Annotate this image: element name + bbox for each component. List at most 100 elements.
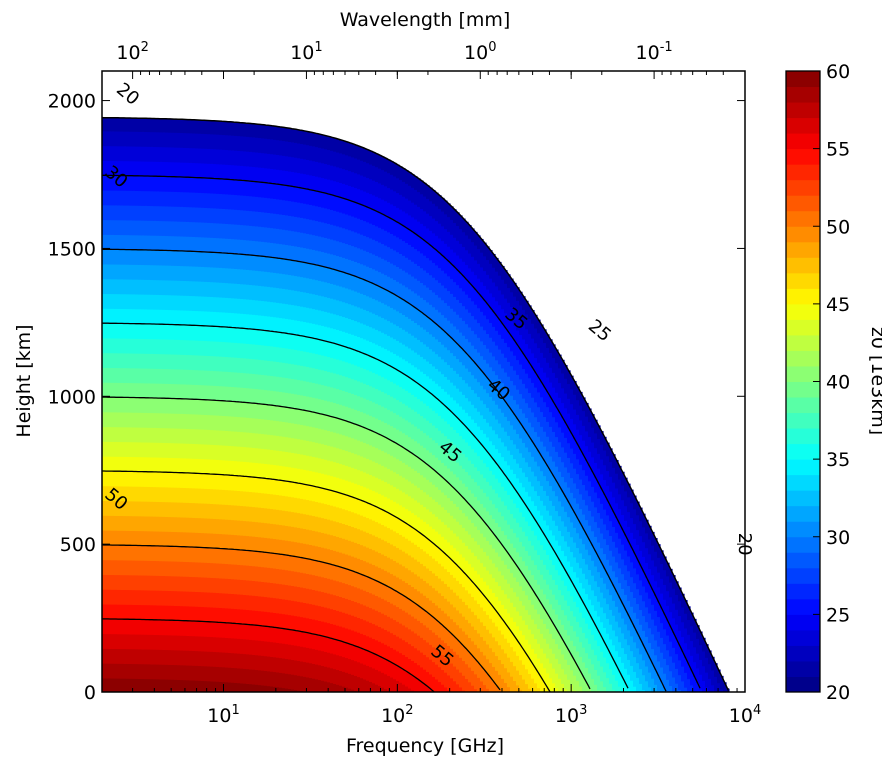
field-band: [189, 606, 193, 622]
field-band: [231, 637, 235, 654]
field-band: [108, 190, 112, 206]
field-band: [318, 354, 322, 370]
field-band: [420, 223, 424, 239]
field-band: [423, 462, 427, 478]
field-band: [489, 307, 493, 323]
field-band: [138, 249, 142, 265]
field-band: [276, 524, 280, 540]
field-band: [183, 531, 187, 548]
field-band: [222, 489, 226, 505]
field-band: [429, 348, 433, 364]
field-band: [189, 384, 193, 400]
field-band: [234, 490, 238, 506]
field-band: [171, 501, 175, 518]
field-band: [312, 471, 316, 487]
field-band: [342, 331, 346, 347]
field-band: [234, 682, 238, 692]
field-band: [456, 595, 460, 611]
field-band: [261, 256, 265, 272]
field-band: [219, 178, 223, 195]
field-band: [405, 360, 409, 377]
field-band: [264, 330, 268, 346]
field-band: [174, 605, 178, 621]
field-band: [117, 338, 121, 354]
field-band: [357, 277, 361, 293]
field-band: [393, 397, 397, 414]
field-band: [477, 322, 481, 338]
field-band: [180, 369, 184, 385]
field-band: [234, 224, 238, 240]
field-band: [228, 164, 232, 180]
field-band: [390, 307, 394, 323]
field-band: [237, 668, 241, 684]
field-band: [192, 147, 196, 164]
field-band: [393, 501, 397, 517]
field-band: [342, 360, 346, 377]
field-band: [306, 484, 310, 501]
field-band: [132, 279, 136, 295]
field-band: [249, 462, 253, 478]
field-band: [225, 297, 229, 313]
field-band: [291, 422, 295, 439]
field-band: [339, 626, 343, 642]
field-band: [192, 236, 196, 252]
field-band: [273, 287, 277, 303]
field-band: [159, 235, 163, 251]
field-band: [168, 620, 172, 636]
field-band: [309, 618, 313, 634]
field-band: [129, 367, 133, 384]
field-band: [483, 285, 487, 301]
field-band: [129, 530, 133, 546]
field-band: [342, 434, 346, 451]
field-band: [261, 433, 265, 449]
field-band: [414, 263, 418, 279]
field-band: [351, 393, 355, 409]
field-band: [144, 619, 148, 635]
field-band: [207, 163, 211, 179]
field-band: [252, 610, 256, 626]
field-band: [417, 605, 421, 621]
field-band: [243, 431, 247, 448]
field-band: [138, 412, 142, 428]
field-band: [174, 413, 178, 429]
field-band: [225, 164, 229, 180]
field-band: [120, 619, 124, 635]
field-band: [408, 333, 412, 349]
field-band: [357, 632, 361, 648]
field-band: [216, 370, 220, 387]
field-band: [375, 447, 379, 463]
field-band: [156, 264, 160, 281]
field-band: [147, 205, 151, 221]
field-band: [306, 558, 310, 574]
field-band: [138, 560, 142, 576]
field-band: [279, 480, 283, 496]
field-band: [159, 383, 163, 399]
field-band: [222, 312, 226, 328]
field-band: [402, 654, 406, 670]
field-band: [396, 488, 400, 504]
field-band: [384, 570, 388, 586]
field-band: [195, 502, 199, 519]
field-band: [201, 503, 205, 519]
field-band: [441, 566, 445, 582]
field-band: [405, 612, 409, 628]
field-band: [252, 137, 256, 153]
field-band: [408, 407, 412, 423]
field-band: [108, 175, 112, 191]
field-band: [369, 297, 373, 313]
field-band: [474, 422, 478, 438]
field-band: [300, 350, 304, 366]
field-band: [480, 651, 484, 667]
field-band: [150, 501, 154, 517]
field-band: [180, 280, 184, 296]
field-band: [465, 235, 469, 251]
field-band: [342, 183, 346, 199]
field-band: [453, 488, 457, 504]
field-band: [171, 221, 175, 237]
field-band: [357, 558, 361, 574]
field-band: [141, 190, 145, 206]
field-band: [108, 618, 112, 635]
field-band: [219, 651, 223, 668]
field-band: [147, 663, 151, 680]
field-band: [264, 286, 268, 302]
